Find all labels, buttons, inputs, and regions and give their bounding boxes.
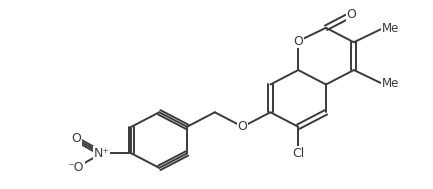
Text: O: O xyxy=(347,8,356,21)
Text: Me: Me xyxy=(381,22,399,35)
Text: Cl: Cl xyxy=(292,147,304,160)
Text: Me: Me xyxy=(381,77,399,90)
Text: N⁺: N⁺ xyxy=(94,147,110,160)
Text: ⁻O: ⁻O xyxy=(68,161,84,174)
Text: O: O xyxy=(71,132,81,146)
Text: O: O xyxy=(238,120,248,133)
Text: O: O xyxy=(293,35,303,48)
